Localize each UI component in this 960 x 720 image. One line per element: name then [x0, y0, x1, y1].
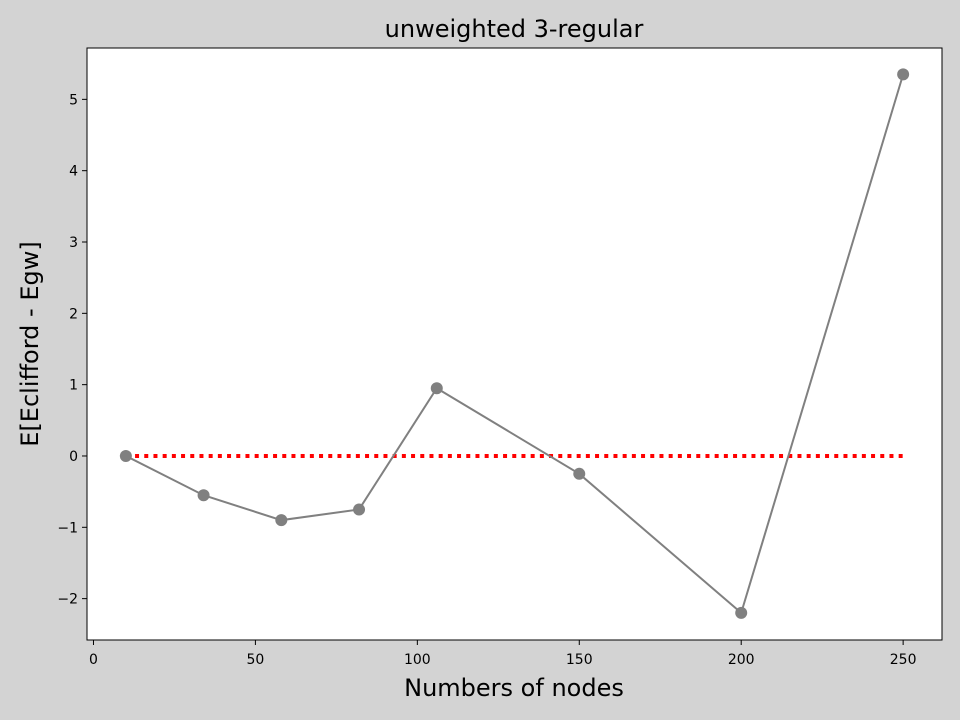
x-tick-label: 200 — [728, 652, 755, 668]
x-tick-label: 50 — [246, 652, 264, 668]
y-tick-label: −2 — [57, 592, 78, 608]
x-tick-label: 0 — [89, 652, 98, 668]
data-point — [430, 382, 443, 395]
series-layer — [119, 68, 910, 619]
x-tick-label: 100 — [404, 652, 431, 668]
y-tick-label: 2 — [69, 306, 78, 322]
x-tick-label: 250 — [890, 652, 917, 668]
y-tick-label: 3 — [69, 235, 78, 251]
data-point — [119, 449, 132, 462]
data-point — [353, 503, 366, 516]
data-point — [573, 467, 586, 480]
x-tick-label: 150 — [566, 652, 593, 668]
data-point — [897, 68, 910, 81]
x-axis-label: Numbers of nodes — [404, 674, 624, 702]
y-tick-label: 5 — [69, 92, 78, 108]
y-tick-label: 0 — [69, 449, 78, 465]
series-line — [125, 74, 905, 615]
data-point — [735, 606, 748, 619]
x-axis: 0 50 100 150 200 250 — [89, 640, 917, 668]
y-tick-label: 4 — [69, 164, 78, 180]
data-point — [275, 514, 288, 527]
y-axis: −2 −1 0 1 2 3 4 5 — [57, 92, 87, 608]
chart-title: unweighted 3-regular — [385, 15, 644, 43]
y-tick-label: 1 — [69, 378, 78, 394]
y-tick-label: −1 — [57, 520, 78, 536]
plot-area — [86, 47, 943, 641]
y-axis-label: E[Eclifford - Egw] — [16, 241, 44, 446]
data-point — [197, 489, 210, 502]
